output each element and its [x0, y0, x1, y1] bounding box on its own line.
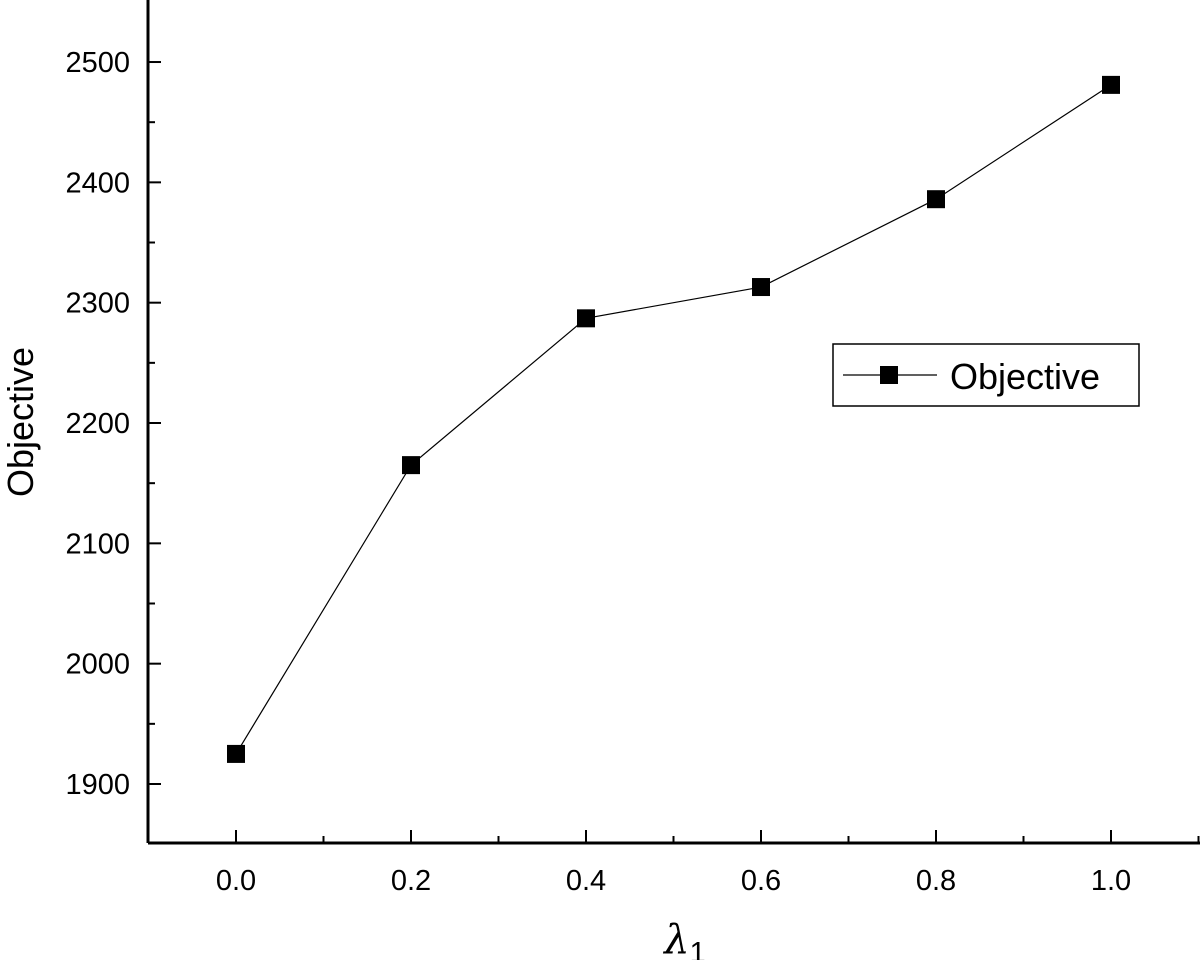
legend-label: Objective: [950, 356, 1100, 397]
data-point-marker: [227, 744, 245, 763]
y-tick-label: 2500: [65, 47, 130, 79]
x-tick-label: 0.8: [916, 865, 956, 897]
y-tick-label: 2400: [65, 167, 130, 199]
data-point-marker: [402, 456, 420, 475]
data-point-marker: [577, 309, 595, 328]
y-tick-label: 2200: [65, 408, 130, 440]
x-tick-label: 0.0: [216, 865, 256, 897]
y-tick-label: 2300: [65, 288, 130, 320]
x-tick-label: 0.6: [741, 865, 781, 897]
legend: Objective: [832, 343, 1140, 407]
x-axis-title-subscript: 1: [690, 937, 706, 960]
x-tick-label: 0.2: [391, 865, 431, 897]
x-axis-title: λ1: [662, 917, 706, 960]
y-tick-label: 1900: [65, 769, 130, 801]
x-ticks: 0.0 0.2 0.4 0.6 0.8 1.0: [216, 830, 1200, 897]
x-axis-title-symbol: λ: [662, 917, 689, 960]
y-tick-label: 2100: [65, 528, 130, 560]
series-layer: [227, 75, 1120, 763]
x-tick-label: 1.0: [1091, 865, 1131, 897]
data-point-marker: [1102, 75, 1120, 94]
data-point-marker: [927, 190, 945, 209]
y-tick-label: 2000: [65, 649, 130, 681]
plot-area: 0.0 0.2 0.4 0.6 0.8 1.0 1900 2000 2100 2200 2300 2…: [65, 0, 1200, 897]
legend-marker-sample: [880, 366, 898, 384]
series-line: [235, 84, 1112, 755]
y-axis-title: Objective: [0, 347, 41, 497]
x-tick-label: 0.4: [566, 865, 606, 897]
data-point-marker: [752, 278, 770, 297]
y-ticks: 1900 2000 2100 2200 2300 2400 2500: [65, 47, 161, 801]
